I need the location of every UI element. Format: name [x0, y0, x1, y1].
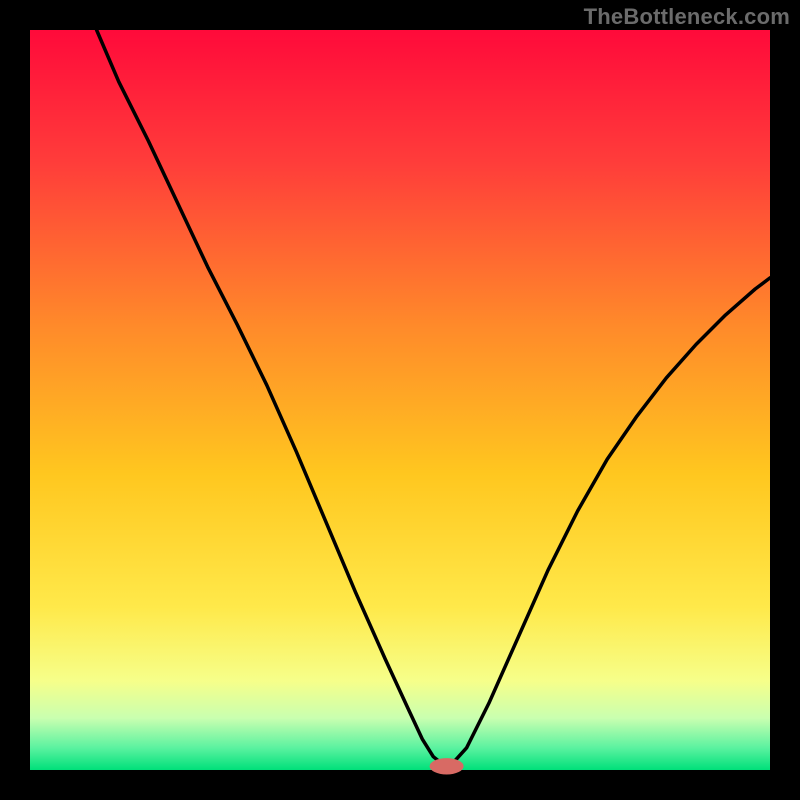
- plot-area-gradient: [30, 30, 770, 770]
- chart-stage: TheBottleneck.com: [0, 0, 800, 800]
- watermark-text: TheBottleneck.com: [584, 4, 790, 30]
- valley-marker: [430, 758, 464, 774]
- bottleneck-chart: [0, 0, 800, 800]
